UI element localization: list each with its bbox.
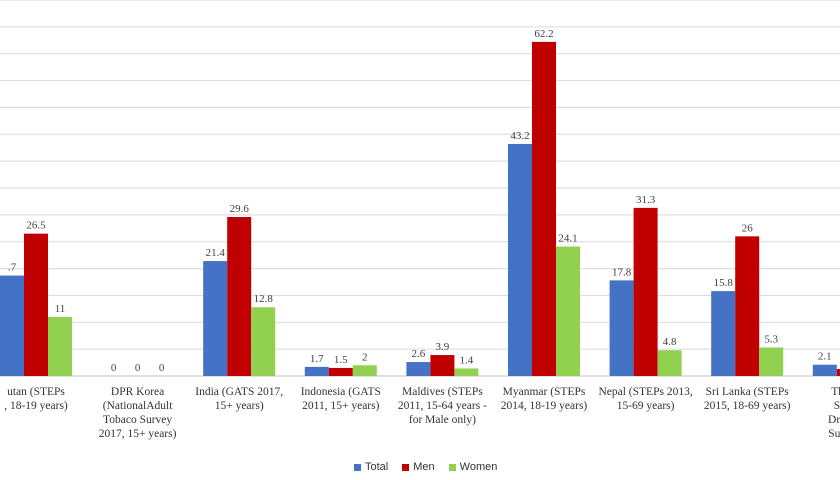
data-label: 1.7 xyxy=(310,353,324,365)
data-label: 29.6 xyxy=(230,203,250,215)
bar-total xyxy=(304,366,329,376)
bar-women xyxy=(251,307,276,376)
category-label: ThailanSmokiDrinkingSurvey 2yea xyxy=(828,386,840,454)
data-label: 2 xyxy=(362,351,368,363)
data-label: .7 xyxy=(8,262,17,274)
legend-item-women: Women xyxy=(448,461,498,473)
data-label: 26.5 xyxy=(26,220,46,232)
data-label: 43.2 xyxy=(510,130,529,142)
bar-total xyxy=(609,280,634,376)
legend-item-men: Men xyxy=(402,461,435,473)
data-label: 2.6 xyxy=(412,348,426,360)
legend-item-total: Total xyxy=(354,461,388,473)
legend-label-women: Women xyxy=(459,461,498,473)
data-label: 0 xyxy=(111,362,117,374)
bar-women xyxy=(48,316,72,376)
data-label: 15.8 xyxy=(714,277,734,289)
data-label: 24.1 xyxy=(558,233,577,245)
category-label: Myanmar (STEPs 2014, 18-19 years) xyxy=(501,386,588,412)
bar-men xyxy=(836,369,840,376)
data-label: 11 xyxy=(55,303,66,315)
bar-total xyxy=(203,261,228,376)
bar-men xyxy=(24,233,48,376)
bar-women xyxy=(657,350,682,376)
data-label: 12.8 xyxy=(254,293,274,305)
data-label: 21.4 xyxy=(206,247,226,259)
bar-women xyxy=(556,246,580,376)
data-label: 0 xyxy=(159,362,165,374)
bar-total xyxy=(711,291,736,376)
bar-women xyxy=(454,368,479,376)
data-label: 5.3 xyxy=(764,334,778,346)
legend-label-total: Total xyxy=(365,461,389,473)
legend-swatch-women xyxy=(448,463,456,471)
bar-men xyxy=(227,217,252,376)
data-label: 3.9 xyxy=(436,341,450,353)
bar-total xyxy=(0,275,24,376)
bar-men xyxy=(430,355,455,376)
bar-women xyxy=(352,365,377,376)
data-label: 17.8 xyxy=(612,266,632,278)
category-label: utan (STEPs, 18-19 years) xyxy=(4,386,68,412)
bar-men xyxy=(532,41,556,376)
category-label: India (GATS 2017, 15+ years) xyxy=(195,386,283,412)
category-label: Indonesia (GATS 2011, 15+ years) xyxy=(301,386,381,412)
chart-legend: Total Men Women xyxy=(354,461,497,473)
bar-total xyxy=(812,364,837,376)
data-label: 4.8 xyxy=(663,336,677,348)
bar-men xyxy=(633,207,658,376)
data-label: 26 xyxy=(742,222,754,234)
data-label: 0 xyxy=(135,362,141,374)
data-label: 31.3 xyxy=(636,194,656,206)
category-label: Maldives (STEPs 2011, 15-64 years -for Ma… xyxy=(398,386,487,426)
bar-men xyxy=(328,367,353,376)
bar-total xyxy=(406,362,431,376)
legend-swatch-men xyxy=(402,463,410,471)
bar-men xyxy=(735,236,760,376)
legend-label-men: Men xyxy=(413,461,435,473)
data-label: 1.4 xyxy=(460,354,474,366)
data-label: 2.1 xyxy=(818,351,832,363)
bar-total xyxy=(508,143,532,376)
legend-swatch-total xyxy=(354,463,361,471)
category-label: Nepal (STEPs 2013, 15-69 years) xyxy=(598,386,692,412)
category-label: DPR Korea (NationalAdult Tobaco Survey 2017… xyxy=(99,386,177,440)
bar-women xyxy=(759,347,784,376)
data-label: 1.5 xyxy=(334,354,348,366)
data-label: 62.2 xyxy=(534,28,553,40)
category-label: Sri Lanka (STEPs 2015, 18-69 years) xyxy=(704,386,791,412)
